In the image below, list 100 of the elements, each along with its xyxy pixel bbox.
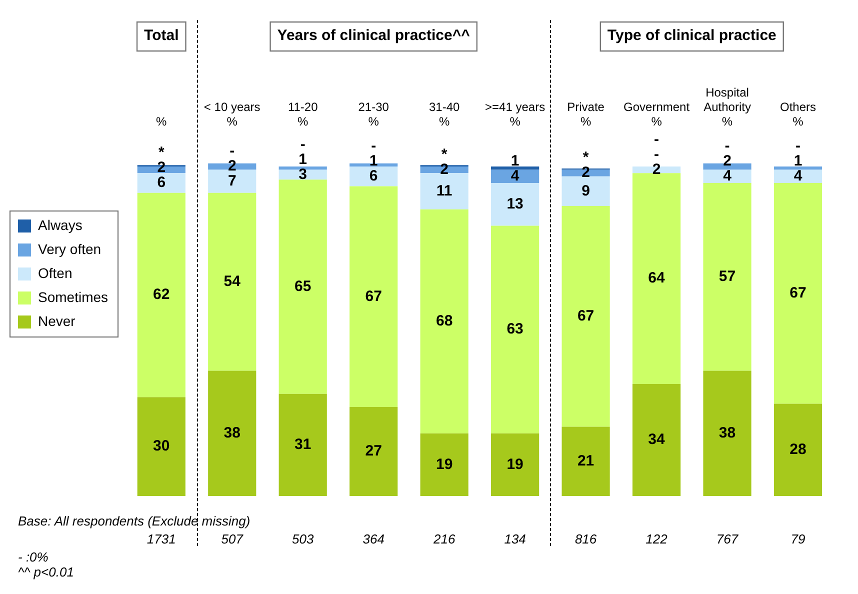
data-label: 68 — [436, 312, 453, 330]
bar — [491, 226, 540, 434]
x-tick-label: Government % — [624, 100, 690, 128]
data-label: 19 — [506, 456, 524, 473]
bar — [774, 166, 822, 170]
data-label: - — [371, 138, 376, 155]
data-label: 3 — [298, 166, 308, 183]
data-label: 67 — [577, 308, 594, 325]
bar — [420, 433, 468, 496]
bar — [278, 180, 327, 394]
legend-label: Very often — [38, 240, 102, 257]
bar — [774, 182, 822, 404]
bar — [632, 173, 681, 384]
bar — [703, 370, 752, 496]
bar — [208, 170, 256, 193]
bar — [562, 176, 610, 206]
data-label: 54 — [224, 272, 242, 290]
data-label: 34 — [648, 431, 666, 448]
data-label: * — [582, 149, 589, 166]
data-label: 4 — [723, 168, 732, 185]
legend-label: Sometimes — [38, 288, 108, 305]
bar — [632, 384, 681, 496]
legend-label: Often — [38, 264, 72, 281]
bar — [774, 404, 822, 496]
text: 216 — [432, 532, 456, 547]
data-label: - — [724, 138, 730, 155]
text: Total — [144, 27, 179, 44]
text: 507 — [221, 532, 244, 547]
text: Years of clinical practice^^ — [277, 27, 470, 44]
bar — [491, 170, 540, 183]
x-tick-label: % — [156, 114, 168, 128]
x-tick-label: Others % — [780, 100, 816, 128]
x-tick-label: >=41 years % — [485, 100, 546, 128]
data-label: 38 — [718, 424, 736, 442]
data-label: 11 — [436, 182, 452, 200]
data-label: 21 — [577, 452, 594, 470]
bar — [774, 170, 822, 183]
bar — [491, 166, 540, 170]
data-label: 27 — [365, 442, 382, 460]
data-label: 62 — [153, 286, 170, 304]
data-label: 2 — [582, 164, 590, 182]
bar — [137, 192, 186, 398]
text: 503 — [292, 532, 314, 547]
data-label: 7 — [228, 172, 236, 190]
bar — [208, 370, 256, 496]
bar — [278, 394, 327, 496]
data-label: 57 — [718, 268, 736, 286]
data-label: 4 — [510, 168, 520, 185]
data-label: 67 — [790, 284, 806, 302]
bar — [137, 397, 186, 496]
bar — [350, 166, 398, 186]
text: 364 — [362, 532, 384, 547]
text: - :0% — [18, 550, 48, 565]
data-label: 38 — [224, 424, 240, 442]
text: 767 — [716, 532, 739, 547]
legend-label: Never — [38, 312, 76, 329]
data-label: 2 — [652, 160, 661, 178]
bar — [420, 209, 468, 434]
text: 134 — [504, 532, 526, 547]
data-label: * — [441, 146, 448, 163]
data-label: - — [300, 136, 306, 153]
bar — [137, 173, 186, 193]
data-label: 6 — [157, 174, 166, 192]
bar — [562, 426, 610, 496]
legend-label: Always — [38, 216, 82, 233]
bar — [350, 186, 398, 408]
data-label: 19 — [436, 456, 453, 473]
data-label: 13 — [506, 196, 524, 213]
data-label: 28 — [790, 441, 806, 458]
data-label: 67 — [365, 288, 382, 305]
data-label: 6 — [369, 168, 378, 185]
text: 79 — [790, 532, 806, 547]
data-label: - — [654, 146, 660, 163]
bar — [420, 173, 468, 210]
text: Type of clinical practice — [607, 27, 776, 44]
data-label: * — [158, 144, 164, 162]
bar — [491, 182, 540, 226]
data-label: 9 — [582, 182, 590, 200]
text: 122 — [646, 532, 668, 547]
bar — [491, 433, 540, 496]
text: Base: All respondents (Exclude missing) — [18, 514, 250, 529]
data-label: 63 — [506, 320, 524, 338]
x-tick-label: Hospital Authority % — [704, 86, 751, 128]
bar — [703, 182, 752, 371]
x-tick-label: 11-20 % — [288, 100, 318, 128]
x-tick-label: 31-40 % — [428, 100, 460, 128]
text: 1731 — [146, 532, 176, 547]
data-label: 31 — [294, 436, 312, 454]
data-label: - — [795, 138, 800, 155]
bar — [562, 206, 610, 427]
text: ^^ p<0.01 — [18, 564, 74, 580]
x-tick-label: 21-30 % — [358, 100, 390, 128]
bar — [208, 192, 256, 371]
text: 816 — [574, 532, 598, 547]
data-label: 64 — [648, 270, 666, 287]
data-label: 1 — [794, 152, 802, 170]
bar — [703, 170, 752, 183]
data-label: 1 — [510, 152, 520, 170]
bar — [350, 407, 398, 496]
x-tick-label: Private % — [567, 100, 605, 128]
